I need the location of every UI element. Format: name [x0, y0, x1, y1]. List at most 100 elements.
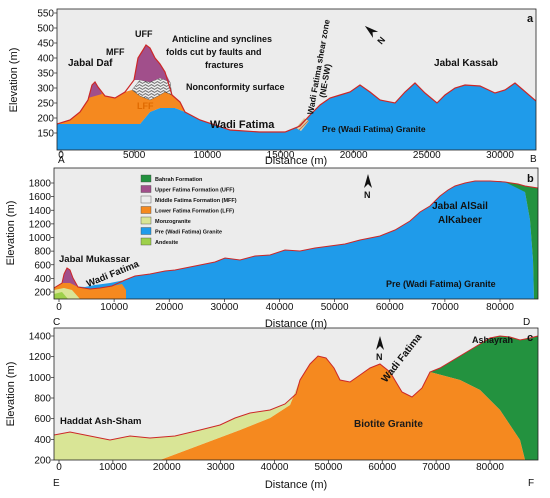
folds-label-line-1: Anticline and synclines — [172, 34, 272, 44]
x-tick-label: 40000 — [261, 462, 289, 473]
x-tick-label: 25000 — [413, 150, 441, 161]
x-tick-label: 80000 — [486, 302, 514, 313]
y-tick-label: 1800 — [29, 179, 52, 190]
legend-label: Upper Fatima Formation (UFF) — [155, 188, 235, 194]
panel-a-profile-line — [57, 44, 536, 133]
legend-swatch — [140, 237, 152, 246]
panel-b-letter: b — [527, 173, 534, 185]
x-tick-label: 20000 — [155, 302, 183, 313]
legend-swatch — [140, 206, 152, 214]
legend-swatch — [140, 216, 152, 225]
panel-a-lff-unit — [57, 82, 185, 150]
legend-label: Middle Fatima Formation (MFF) — [155, 198, 237, 204]
x-tick-label: 0 — [58, 150, 64, 161]
x-tick-label: 10000 — [99, 462, 127, 473]
y-tick-label: 1000 — [29, 373, 52, 384]
panel-a-frame — [56, 8, 537, 151]
panel-b-profile-line — [54, 180, 538, 290]
x-tick-label: 80000 — [476, 462, 504, 473]
y-tick-label: 250 — [37, 99, 54, 110]
y-tick-label: 300 — [37, 84, 54, 95]
panel-b-bahrah-unit — [505, 182, 538, 299]
panel-a — [56, 8, 537, 151]
panel-c-start-point: E — [53, 478, 60, 489]
panel-a-uff-unit — [134, 45, 170, 82]
x-tick-label: 30000 — [486, 150, 514, 161]
folds-label-line-3: fractures — [205, 60, 244, 70]
legend-swatch — [140, 174, 152, 183]
x-tick-label: 0 — [56, 302, 62, 313]
x-tick-label: 0 — [56, 462, 62, 473]
north-arrow-icon-a: N — [364, 25, 387, 46]
legend-label: Bahrah Formation — [155, 177, 203, 183]
legend-swatch — [140, 227, 152, 235]
x-tick-label: 10000 — [100, 302, 128, 313]
jabal-mukassar-label: Jabal Mukassar — [59, 254, 130, 265]
jabal-daf-label: Jabal Daf — [68, 58, 113, 69]
y-tick-label: 200 — [34, 288, 51, 299]
jabal-alsail-label-line-2: AlKabeer — [438, 215, 482, 226]
x-tick-label: 60000 — [368, 462, 396, 473]
legend-label: Pre (Wadi Fatima) Granite — [155, 230, 222, 236]
x-tick-label: 70000 — [422, 462, 450, 473]
panel-c-tick-labels: 1400 1200 1000 800 600 400 200 0 10000 20000 30000… — [29, 332, 505, 474]
x-tick-label: 70000 — [431, 302, 459, 313]
x-tick-label: 30000 — [210, 302, 238, 313]
ashayrah-label: Ashayrah — [472, 335, 513, 345]
panel-a-x-axis-label: Distance (m) — [265, 155, 327, 167]
wadi-fatima-label-a: Wadi Fatima — [210, 119, 275, 131]
nonconformity-label: Nonconformity surface — [186, 82, 285, 92]
uff-label: UFF — [135, 29, 153, 39]
panel-c-biotite-unit — [160, 356, 525, 460]
x-tick-label: 50000 — [321, 302, 349, 313]
y-tick-label: 800 — [34, 247, 51, 258]
biotite-label: Biotite Granite — [354, 419, 423, 430]
panel-b-y-axis-label: Elevation (m) — [5, 201, 17, 266]
panel-c-letter: c — [527, 332, 533, 344]
y-tick-label: 1400 — [29, 332, 52, 343]
svg-text:N: N — [375, 35, 387, 46]
x-tick-label: 20000 — [153, 462, 181, 473]
y-tick-label: 600 — [34, 414, 51, 425]
y-tick-label: 600 — [34, 260, 51, 271]
panel-b-end-point: D — [523, 317, 530, 328]
legend-label: Andesite — [155, 240, 178, 246]
y-tick-label: 200 — [34, 456, 51, 467]
x-tick-label: 60000 — [376, 302, 404, 313]
panel-b-start-point: C — [53, 317, 60, 328]
legend-label: Monzogranite — [155, 219, 191, 225]
y-tick-label: 400 — [34, 435, 51, 446]
panel-c-bahrah-unit — [430, 336, 538, 460]
y-tick-label: 1600 — [29, 192, 52, 203]
shear-zone-hatch — [296, 118, 309, 131]
y-tick-label: 450 — [37, 39, 54, 50]
y-tick-label: 200 — [37, 114, 54, 125]
x-tick-label: 20000 — [340, 150, 368, 161]
panel-c-y-axis-label: Elevation (m) — [5, 362, 17, 427]
y-tick-label: 400 — [34, 274, 51, 285]
x-tick-label: 50000 — [314, 462, 342, 473]
y-tick-label: 1200 — [29, 352, 52, 363]
pre-granite-label-b: Pre (Wadi Fatima) Granite — [386, 279, 496, 289]
panel-c-monzogranite-unit — [54, 380, 300, 460]
jabal-alsail-label-line-1: Jabal AlSail — [432, 201, 488, 212]
panel-c — [53, 327, 539, 461]
svg-text:N: N — [376, 352, 383, 362]
panel-b-x-axis-label: Distance (m) — [265, 318, 327, 330]
panel-c-x-axis-label: Distance (m) — [265, 479, 327, 491]
panel-b-granite-unit — [54, 181, 534, 299]
panel-b-legend: Bahrah Formation Upper Fatima Formation (… — [140, 174, 237, 246]
legend-swatch — [140, 195, 152, 204]
y-tick-label: 350 — [37, 69, 54, 80]
panel-c-frame — [53, 327, 539, 461]
x-tick-label: 5000 — [123, 150, 146, 161]
x-tick-label: 15000 — [267, 150, 295, 161]
lff-label: LFF — [137, 101, 154, 111]
panel-b-frame — [53, 167, 539, 300]
north-arrow-icon-c: N — [376, 336, 384, 362]
panel-a-uff-small-unit — [88, 82, 102, 98]
haddat-label: Haddat Ash-Sham — [60, 416, 141, 427]
north-arrow-icon-b: N — [364, 174, 372, 200]
folds-label-line-2: folds cut by faults and — [166, 47, 262, 57]
x-tick-label: 10000 — [193, 150, 221, 161]
